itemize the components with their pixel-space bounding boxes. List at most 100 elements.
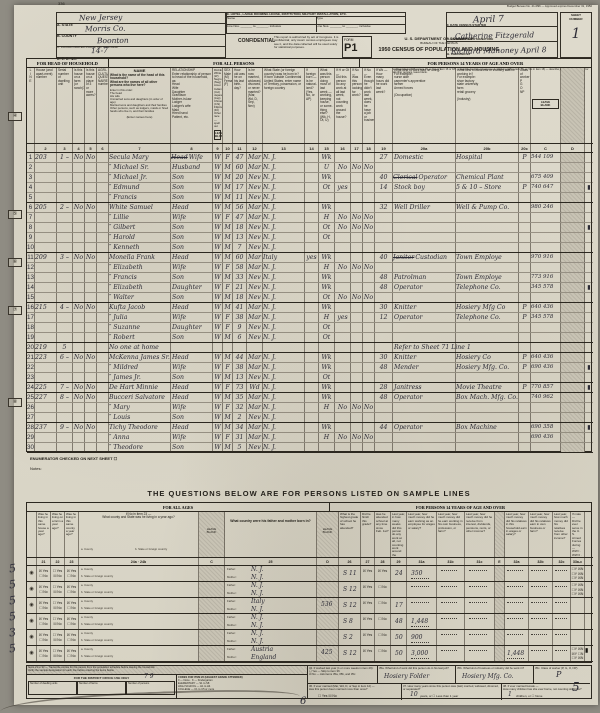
scell-relatives-other <box>553 598 571 613</box>
table-row: 21 223 6 – No No McKenna James Sr. Head … <box>27 353 593 363</box>
cell-office-code: 690 436 <box>531 433 561 442</box>
cell-acres <box>85 163 97 172</box>
cell-hours <box>375 293 393 302</box>
cell-class-of-worker <box>519 273 531 282</box>
cell-age: 47 <box>233 153 247 162</box>
occupation-value: Knitter <box>394 304 417 311</box>
sample-line-stamp <box>585 373 593 382</box>
cell-age: 5 <box>233 443 247 452</box>
cell-occupation: JanitorCustodian <box>393 253 456 262</box>
relatives-other-value <box>555 650 567 651</box>
state-line-label: b. State or foreign country <box>81 622 114 626</box>
cell-naturalized <box>305 283 319 292</box>
sample-column-number: 26 <box>339 558 361 565</box>
sample-column-number: 23 <box>65 558 79 565</box>
cell-has-job <box>363 343 375 352</box>
cell-office-code: 970 916 <box>531 253 561 262</box>
cell-sex: F <box>223 363 233 372</box>
cell-line-number: 14 <box>27 283 35 292</box>
scell-leave-blank-b <box>317 582 339 597</box>
cell-race: W <box>213 303 223 312</box>
cell-farm: No <box>73 253 85 262</box>
scell-finished-grade: ☒ Yes <box>361 566 375 581</box>
cell-worked: No <box>335 433 351 442</box>
cell-industry <box>456 403 519 412</box>
cell-naturalized <box>305 203 319 212</box>
table-row: 12 ″ Elizabeth Wife W F 58 Mar N. J. H N… <box>27 263 593 273</box>
cell-looking: No <box>351 293 363 302</box>
cell-line-number: 18 <box>27 323 35 332</box>
cell-occupation: Patrolman <box>393 273 456 282</box>
birthplace-code: 425 <box>321 649 333 656</box>
cell-house-number <box>35 213 57 222</box>
q36-options: ☐ Yes ☒ No <box>318 694 337 698</box>
cell-office-code: 640 436 <box>531 353 561 362</box>
cell-line-number: 6 <box>27 203 35 212</box>
cell-code-b <box>561 443 585 452</box>
cell-marital: Nev <box>247 233 263 242</box>
district-office-column: Number of persons <box>126 681 175 695</box>
cell-name: Secula Mary <box>109 153 171 162</box>
scol-weeks-worked: Last year, in how many weeks did this pe… <box>392 512 407 557</box>
wages-value <box>411 586 429 587</box>
cell-has-job <box>363 333 375 342</box>
cell-worked <box>335 243 351 252</box>
cell-office-code <box>531 223 561 232</box>
cell-activity <box>319 243 335 252</box>
cell-hours <box>375 323 393 332</box>
cell-age: 11 <box>233 193 247 202</box>
cell-looking: No <box>351 263 363 272</box>
cell-industry: Hosiery Mfg Co <box>456 303 519 312</box>
scell-leave-blank-b <box>317 566 339 581</box>
cell-house-number <box>35 283 57 292</box>
cell-age: 21 <box>233 283 247 292</box>
cell-hours <box>375 223 393 232</box>
scell-own-business <box>437 614 465 629</box>
cell-acres <box>85 263 97 272</box>
sample-line-stamp: ▮ <box>587 384 591 391</box>
cell-industry: Hosiery Mfg. Co. <box>456 363 519 372</box>
confidential-note: This report is authorized by act of Cong… <box>274 35 339 50</box>
father-label: Father: <box>227 567 236 571</box>
cell-age <box>233 343 247 352</box>
cell-occupation <box>393 323 456 332</box>
cell-marital: Nev <box>247 273 263 282</box>
hotel-lines-label-2: Line Nos. _______ to _______, inclusive <box>316 24 371 29</box>
cell-sex: M <box>223 393 233 402</box>
relationship-value: Daughter <box>172 284 202 291</box>
cell-birthplace: N. J. <box>263 323 305 332</box>
cell-looking <box>351 373 363 382</box>
scell-stamp-right <box>585 614 593 629</box>
col-header-activity: What was this person doing most of last … <box>319 68 335 143</box>
cell-looking: No <box>351 213 363 222</box>
margin-tally-number: 5 <box>8 577 17 592</box>
relationship-value: Son <box>172 184 184 191</box>
cell-looking <box>351 343 363 352</box>
cell-code-b <box>561 283 585 292</box>
district-office-columns: Number of dwelling units Number of farms N… <box>28 681 175 695</box>
father-label: Father: <box>227 631 236 635</box>
other-income-value <box>469 586 487 587</box>
column-number: 18 <box>363 144 375 152</box>
sample-line-stamp <box>585 393 593 402</box>
cell-has-job: No <box>363 433 375 442</box>
cell-hours <box>375 443 393 452</box>
scell-county-state: a. County b. State or foreign country <box>79 598 199 613</box>
cell-office-code <box>531 243 561 252</box>
cell-naturalized <box>305 263 319 272</box>
cell-occupation <box>393 293 456 302</box>
cell-industry: Town Employe <box>456 253 519 262</box>
cell-class-of-worker <box>519 283 531 292</box>
cell-farm <box>73 443 85 452</box>
column-number: 20a <box>393 144 456 152</box>
cell-age: 58 <box>233 263 247 272</box>
q35a-label: 35a. What kind of work did this person d… <box>379 666 449 670</box>
cell-serial: 4 – <box>57 303 73 312</box>
cell-birthplace: N. J. <box>263 263 305 272</box>
father-birthplace: N. J. <box>251 630 264 637</box>
confidential-label: CONFIDENTIAL <box>238 38 276 44</box>
cell-office-code: 675 409 <box>531 173 561 182</box>
column-headers: L I N E House (and apart-ment) number Se… <box>27 68 593 144</box>
cell-name: White Samuel <box>109 203 171 212</box>
cell-name: De Hart Minnie <box>109 383 171 392</box>
